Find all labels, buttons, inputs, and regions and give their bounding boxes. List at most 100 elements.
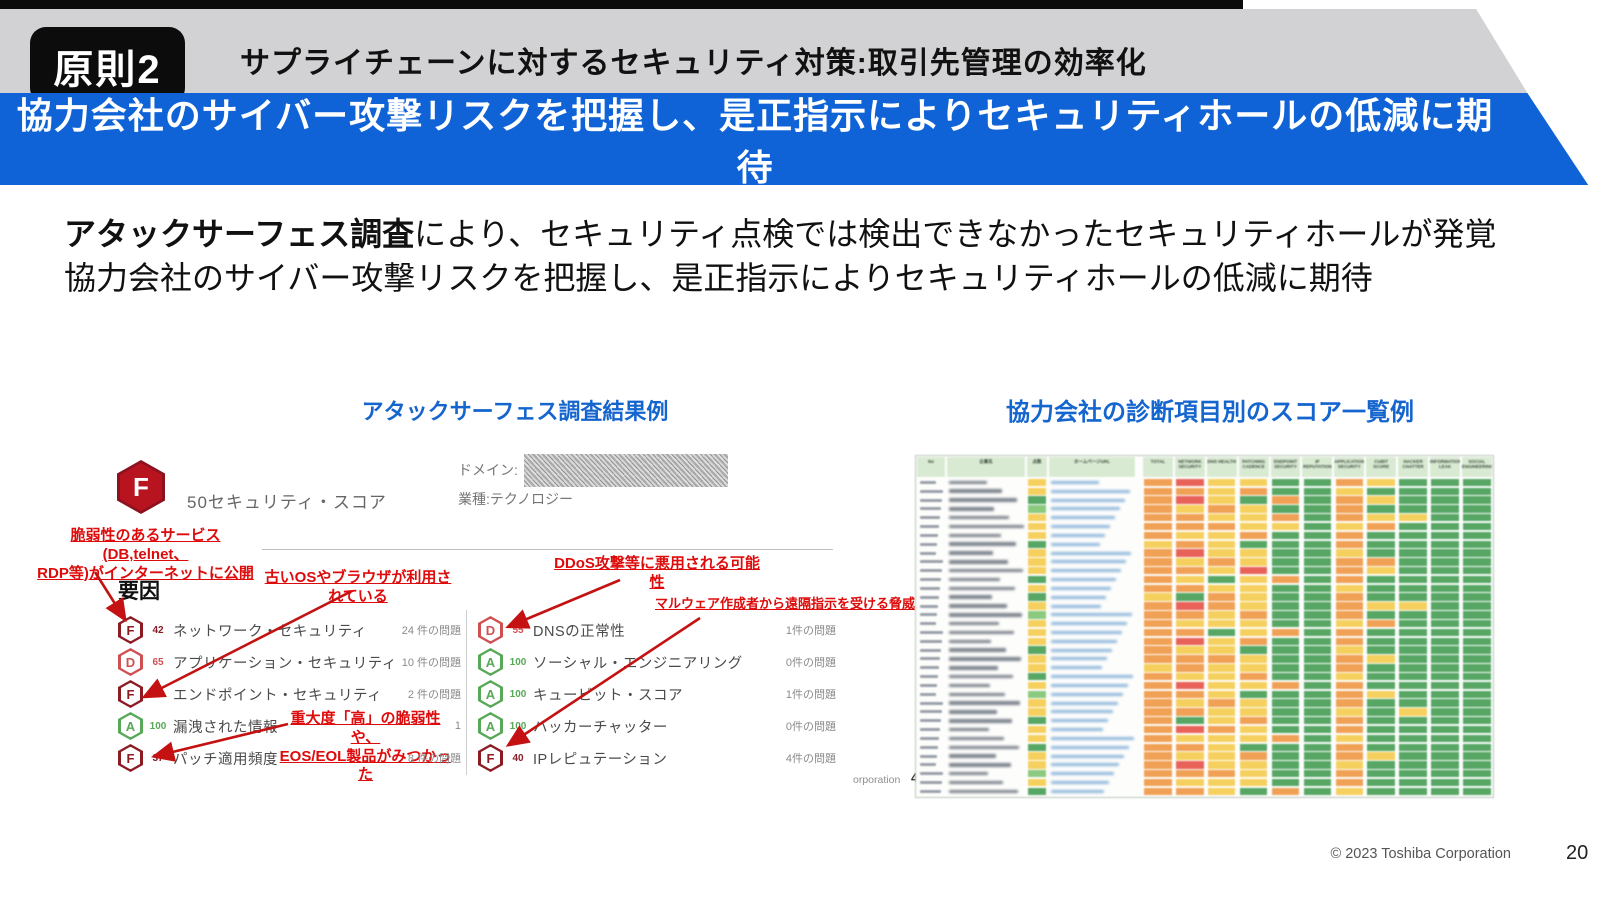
company-url-redacted — [1048, 613, 1136, 617]
company-url-redacted — [1048, 551, 1136, 555]
grade-hexagon-badge: A — [478, 712, 503, 740]
company-id-redacted — [916, 542, 946, 546]
company-url-redacted — [1048, 639, 1136, 643]
score-table-row — [916, 513, 1493, 523]
company-id-redacted — [916, 781, 946, 785]
company-name-redacted — [946, 683, 1026, 688]
company-name-redacted — [946, 639, 1026, 644]
company-name-redacted — [946, 498, 1026, 502]
company-url-redacted — [1048, 648, 1136, 652]
factor-row: D 65 アプリケーション・セキュリティ 10 件の問題 — [118, 646, 461, 678]
company-name-redacted — [946, 666, 1026, 670]
company-id-redacted — [916, 489, 946, 493]
factor-label: パッチ適用頻度 — [173, 751, 278, 768]
company-name-redacted — [946, 674, 1026, 679]
company-name-redacted — [946, 719, 1026, 723]
grade-letter: D — [485, 622, 496, 638]
company-name-redacted — [946, 780, 1026, 785]
score-table-row — [916, 707, 1493, 717]
grade-letter: A — [125, 718, 136, 734]
lead-paragraph: アタックサーフェス調査により、セキュリティ点検では検出できなかったセキュリティホ… — [64, 212, 1564, 300]
company-name-redacted — [946, 551, 1026, 555]
company-id-redacted — [916, 595, 946, 599]
score-table-row — [916, 530, 1493, 541]
company-name-redacted — [946, 507, 1026, 511]
score-table-row — [916, 486, 1493, 496]
annotation-severity: 重大度「高」の脆弱性や、 EOS/EOL製品がみつかった — [278, 710, 453, 785]
company-id-redacted — [916, 719, 946, 723]
score-table-row — [916, 751, 1493, 761]
company-id-redacted — [916, 516, 946, 520]
company-url-redacted — [1048, 657, 1136, 661]
company-id-redacted — [916, 622, 946, 626]
company-id-redacted — [916, 675, 946, 679]
factor-label: キュービット・スコア — [533, 687, 683, 704]
company-url-redacted — [1048, 595, 1136, 599]
factor-row: A 100 キュービット・スコア 1件の問題 — [478, 678, 836, 710]
footer-copyright: © 2023 Toshiba Corporation — [1330, 846, 1511, 862]
company-id-redacted — [916, 630, 946, 634]
company-id-redacted — [916, 692, 946, 696]
score-table-row — [916, 654, 1493, 664]
company-id-redacted — [916, 569, 946, 573]
principle-badge: 原則2 — [30, 27, 185, 104]
score-table-column-header: 企業名 — [946, 456, 1026, 478]
score-table-row — [916, 680, 1493, 691]
grade-hexagon-badge: A — [478, 648, 503, 676]
company-name-redacted — [946, 648, 1026, 652]
grade-hexagon-badge: F — [118, 744, 143, 772]
company-name-redacted — [946, 754, 1026, 758]
factor-issue-count: 2 件の問題 — [407, 689, 461, 701]
grade-letter: F — [126, 622, 135, 638]
category-score-cell — [1461, 786, 1493, 797]
factor-row: A 100 ソーシャル・エンジニアリング 0件の問題 — [478, 646, 836, 678]
banner-text: 協力会社のサイバー攻撃リスクを把握し、是正指示によりセキュリティホールの低減に期… — [16, 95, 1494, 188]
score-table-row — [916, 716, 1493, 726]
company-url-redacted — [1048, 586, 1136, 590]
watermark-page-number: 4 — [911, 770, 918, 785]
annotation-ddos: DDoS攻撃等に悪用される可能性 — [554, 555, 760, 591]
factor-score: 100 — [149, 720, 167, 732]
score-table-row — [916, 566, 1493, 576]
factor-row: F 37 パッチ適用頻度 8 件の問題 — [118, 742, 461, 774]
score-table-header: No 企業名 点数 ホームページURL TOTAL NETWORK SECURITY DNS… — [916, 456, 1493, 478]
company-name-redacted — [946, 542, 1026, 546]
factor-label: アプリケーション・セキュリティ — [173, 655, 397, 672]
factor-issue-count: 24 件の問題 — [401, 625, 461, 637]
company-url-redacted — [1048, 692, 1136, 696]
header-band — [0, 9, 1528, 93]
company-url-redacted — [1048, 736, 1136, 740]
company-score-cell — [1026, 786, 1048, 797]
company-name-redacted — [946, 489, 1026, 493]
score-table-title: 協力会社の診断項目別のスコア一覧例 — [1006, 399, 1414, 426]
company-name-redacted — [946, 630, 1026, 635]
company-id-redacted — [916, 525, 946, 529]
grade-hexagon-badge: A — [118, 712, 143, 740]
grade-hexagon-badge: D — [478, 616, 503, 644]
vertical-divider — [466, 610, 467, 775]
factor-row: F 46 エンドポイント・セキュリティ 2 件の問題 — [118, 678, 461, 710]
company-url-redacted — [1048, 480, 1136, 484]
score-table-row — [916, 786, 1493, 797]
score-table-row — [916, 504, 1493, 514]
company-name-redacted — [946, 586, 1026, 591]
company-id-redacted — [916, 648, 946, 652]
company-name-redacted — [946, 745, 1026, 749]
annotation-old-os: 古いOSやブラウザが利用されている — [264, 569, 452, 605]
company-url-redacted — [1048, 683, 1136, 687]
grade-hexagon-badge: F — [118, 616, 143, 644]
score-table-column-header: ホームページURL — [1048, 456, 1136, 478]
company-name-redacted — [946, 692, 1026, 697]
category-score-cell — [1429, 786, 1461, 797]
score-table-column-header: ENDPOINT SECURITY — [1269, 456, 1302, 478]
company-id-redacted — [916, 763, 946, 767]
horizontal-divider — [262, 549, 833, 550]
company-url-redacted — [1048, 789, 1136, 793]
company-url-redacted — [1048, 578, 1136, 582]
company-name-redacted — [946, 577, 1026, 582]
factor-label: エンドポイント・セキュリティ — [173, 687, 383, 704]
company-url-redacted — [1048, 498, 1136, 502]
grade-letter: A — [485, 686, 496, 702]
category-score-cell — [1238, 786, 1270, 797]
factor-score: 42 — [152, 624, 164, 636]
